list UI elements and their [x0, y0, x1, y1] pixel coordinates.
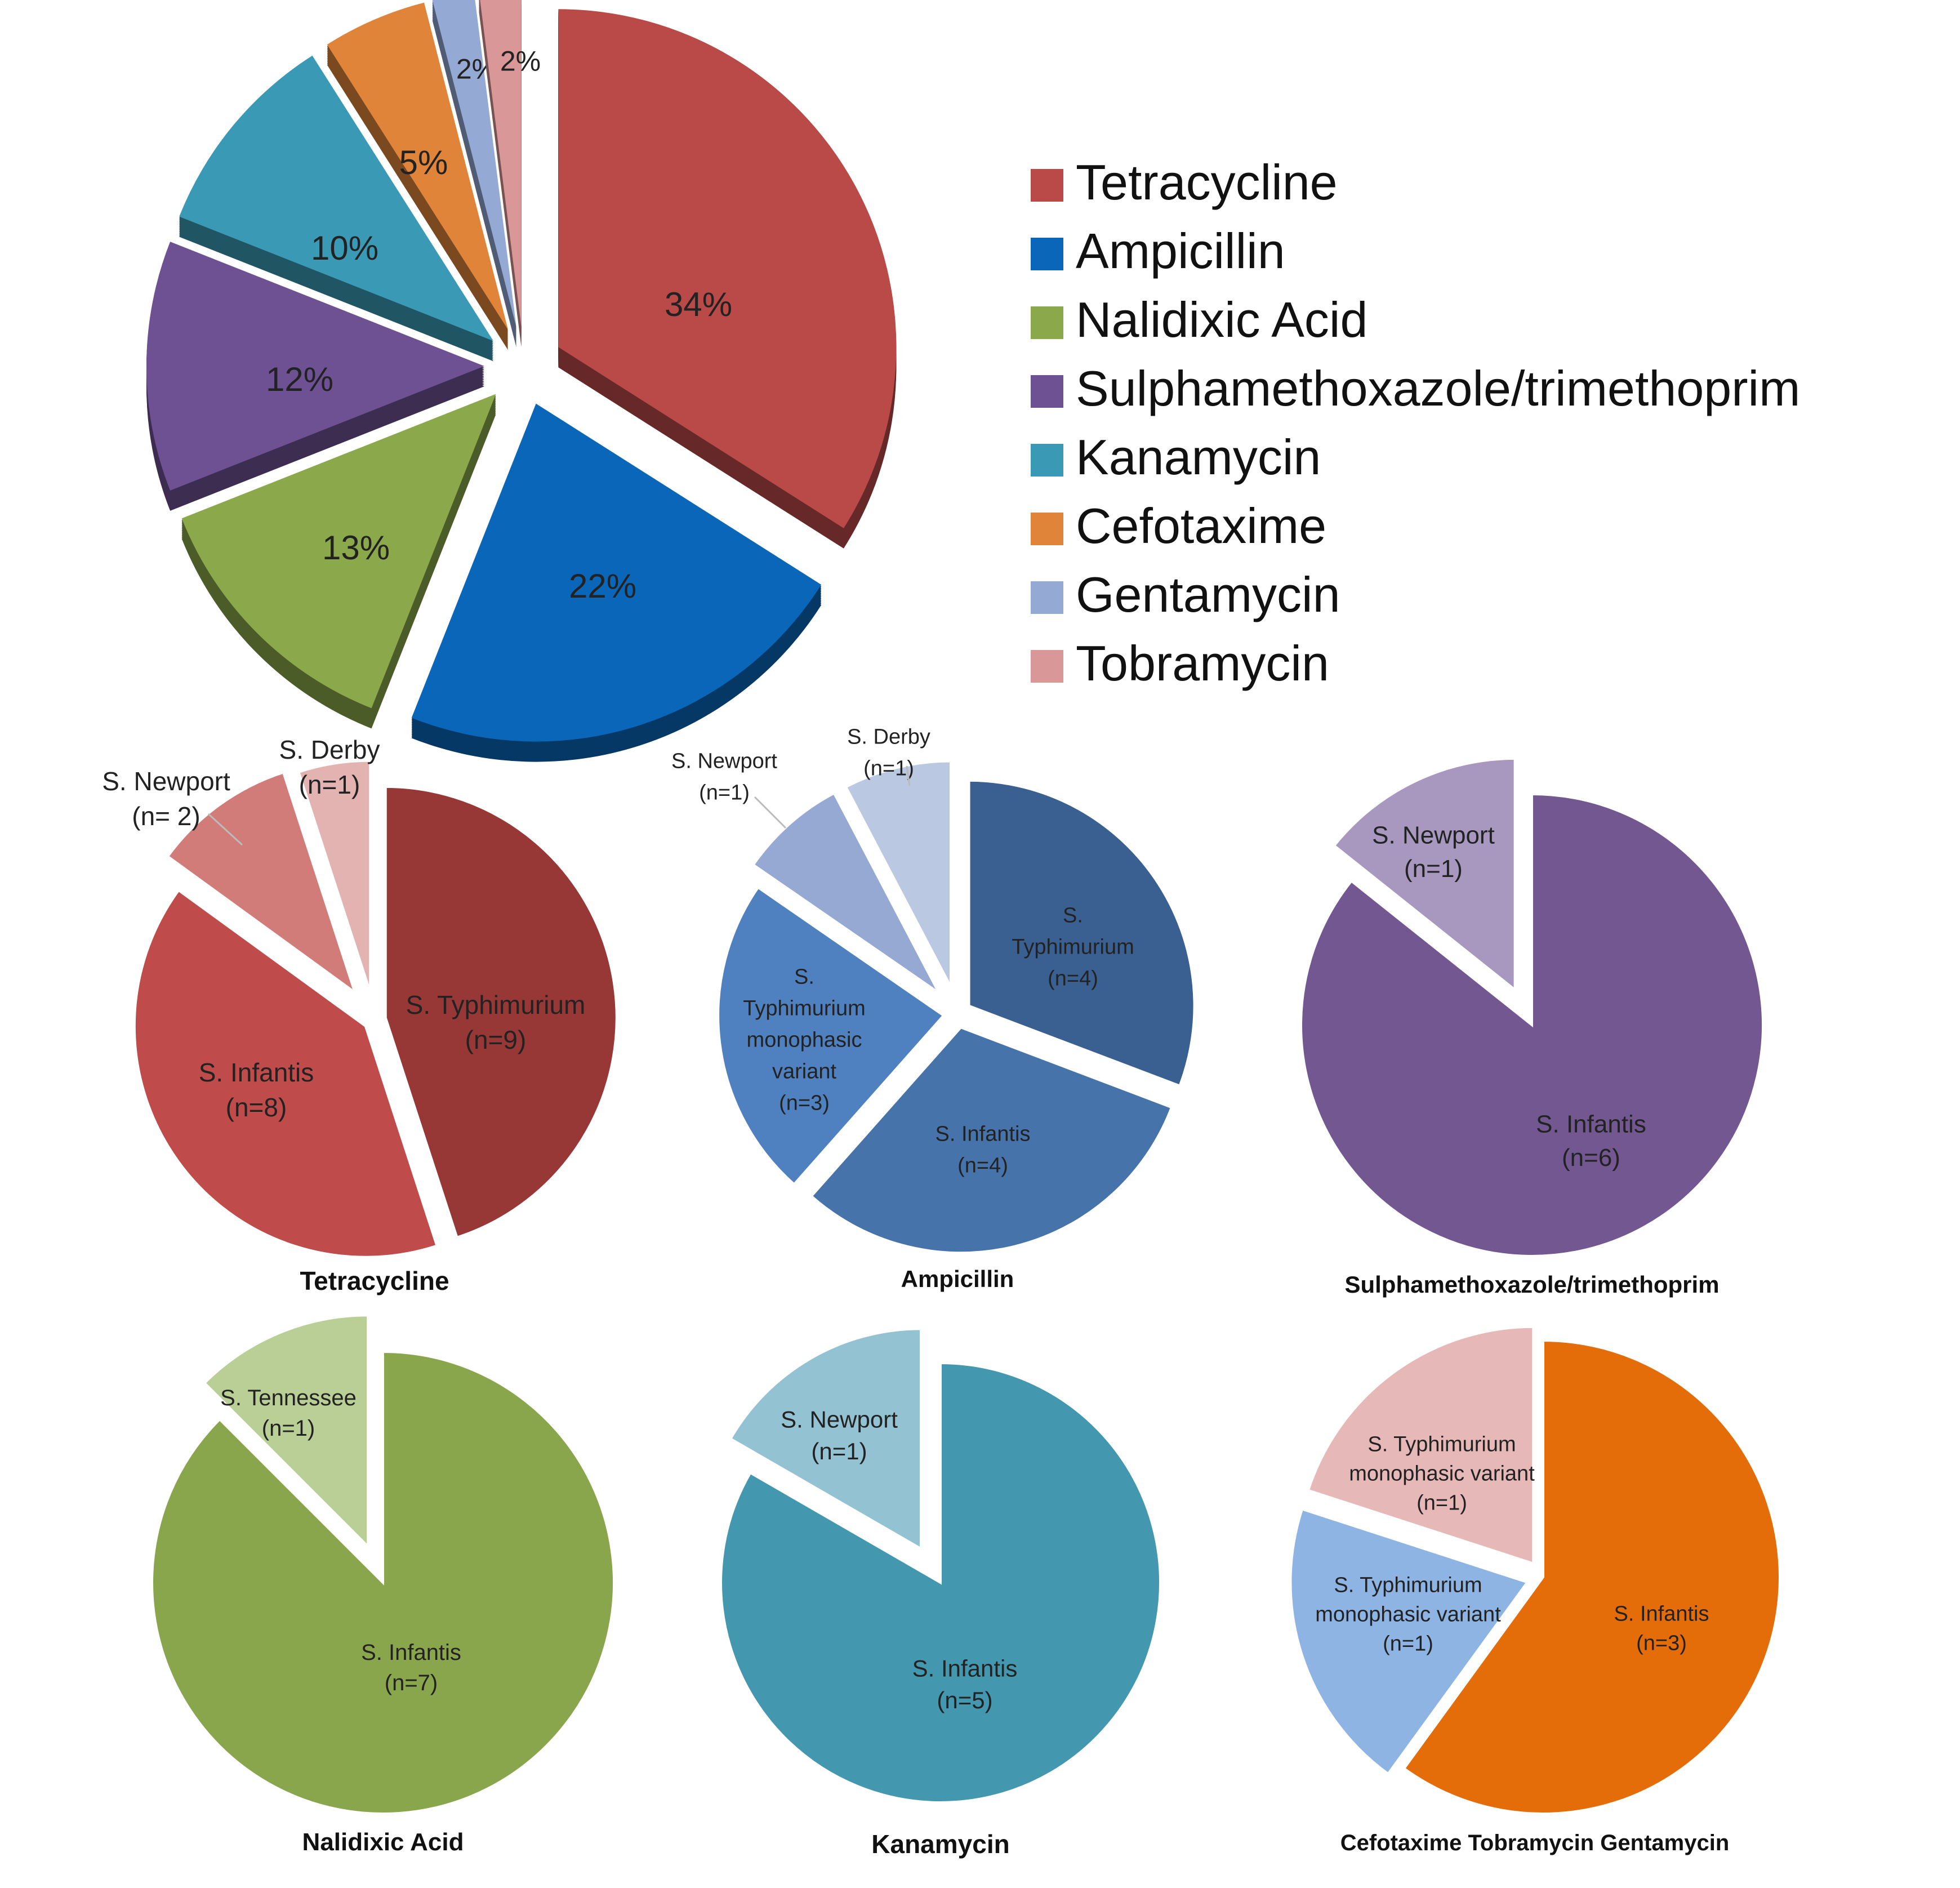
legend-label-kanamycin: Kanamycin [1076, 429, 1321, 485]
sulpha-chart-title: Sulphamethoxazole/trimethoprim [1344, 1271, 1719, 1298]
ampicillin-s-infantis-label-1: S. Infantis (n=4) [936, 1122, 1031, 1177]
nalidixic-s-tennessee-slice-1 [203, 1314, 369, 1549]
main-cefotaxime-label-5: 5% [399, 144, 448, 181]
main-gentamycin-slice-6 [432, 0, 516, 328]
nalidixic-acid-pie-chart: S. Infantis (n=7) S. Tennessee (n=1) Nalidix… [151, 1314, 615, 1856]
legend-swatch-ampicillin [1031, 238, 1063, 270]
legend-label-tobramycin: Tobramycin [1076, 635, 1329, 691]
sulphamethoxazole-pie-chart: S. Infantis (n=6) S. Newport (n=1) Sulphamet… [1300, 757, 1764, 1298]
main-tetracycline-label-0: 34% [665, 286, 732, 323]
legend-label-cefotaxime: Cefotaxime [1076, 498, 1326, 554]
legend-swatch-nalidixic-acid [1031, 306, 1063, 339]
legend-label-tetracycline: Tetracycline [1076, 154, 1338, 210]
legend-label-gentamycin: Gentamycin [1076, 567, 1340, 622]
sulpha-s-infantis-slice-0 [1300, 792, 1764, 1257]
kanamycin-s-infantis-slice-0 [720, 1361, 1161, 1804]
legend-swatch-kanamycin [1031, 444, 1063, 477]
tetracycline-s-infantis-label-1: S. Infantis (n=8) [199, 1058, 314, 1122]
ampicillin-s-newport-label-3: S. Newport (n=1) [671, 749, 777, 804]
legend-label-nalidixic-acid: Nalidixic Acid [1076, 292, 1367, 348]
legend-label-ampicillin: Ampicillin [1076, 223, 1285, 279]
ampicillin-pie-chart: S. Typhimurium (n=4) S. Infantis (n=4) S. Typh… [671, 725, 1196, 1292]
ampicillin-s-newport-slice-3-leader-line [754, 796, 787, 829]
main-ampicillin-label-1: 22% [569, 567, 636, 605]
ampicillin-s-derby-slice-4-leader-line [906, 765, 911, 786]
cefotaxime-s-typhimurium-monophasic-variant-slice-1 [1289, 1507, 1529, 1775]
cefotaxime-s-infantis-slice-0 [1402, 1339, 1781, 1815]
main-cefotaxime-slice-5 [327, 2, 509, 330]
legend-swatch-cefotaxime [1031, 513, 1063, 545]
ampicillin-s-newport-slice-3 [751, 791, 940, 994]
tetracycline-s-derby-label-3: S. Derby (n=1) [279, 735, 380, 799]
tetracycline-pie-chart: S. Typhimurium (n=9) S. Infantis (n=8) S. Ne… [102, 735, 618, 1295]
main-tobramycin-label-7: 2% [500, 46, 541, 77]
main-kanamycin-label-4: 10% [311, 229, 378, 267]
nalidixic-chart-title: Nalidixic Acid [302, 1828, 464, 1856]
legend-swatch-tobramycin [1031, 650, 1063, 683]
main-tetracycline-slice-0 [558, 9, 897, 528]
cefotaxime-tobramycin-gentamycin-pie-chart: S. Infantis (n=3) S. Typhimurium monophasic… [1289, 1325, 1781, 1855]
ampicillin-s-typhimurium-slice-0 [968, 779, 1196, 1088]
tetracycline-s-infantis-slice-1 [133, 888, 439, 1258]
sulpha-s-newport-label-1: S. Newport (n=1) [1372, 822, 1495, 883]
kanamycin-chart-title: Kanamycin [871, 1829, 1009, 1859]
ampicillin-s-typhimurium-monophasic-variant-label-2: S. Typhimurium monophasic variant (n=3) [743, 965, 866, 1115]
sulpha-s-infantis-label-0: S. Infantis (n=6) [1536, 1111, 1646, 1172]
main-pie-chart: 34%22%13%12%10%5%2% 2% [146, 0, 897, 762]
legend: Tetracycline Ampicillin Nalidixic Acid Sulp… [1031, 154, 1800, 691]
legend-swatch-tetracycline [1031, 169, 1063, 202]
tetracycline-s-typhimurium-label-0: S. Typhimurium (n=9) [406, 990, 586, 1054]
kanamycin-s-newport-label-1: S. Newport (n=1) [781, 1406, 898, 1464]
ampicillin-chart-title: Ampicillin [901, 1266, 1014, 1292]
legend-label-sulphamethoxazole-trimethoprim: Sulphamethoxazole/trimethoprim [1076, 360, 1800, 416]
ampicillin-s-typhimurium-monophasic-variant-slice-2 [717, 886, 946, 1186]
cefotaxime-s-typhimurium-monophasic-variant-slice-2 [1307, 1325, 1535, 1565]
main-gentamycin-slice-6-side-3 [432, 0, 516, 329]
main-tobramycin-slice-7 [480, 0, 522, 327]
tetracycline-s-typhimurium-slice-0 [384, 785, 618, 1239]
ampicillin-s-derby-label-4: S. Derby (n=1) [847, 725, 930, 780]
tetracycline-s-newport-slice-2 [166, 771, 357, 995]
kanamycin-pie-chart: S. Infantis (n=5) S. Newport (n=1) Kanamycin [720, 1328, 1161, 1859]
main-nalidixic-acid-label-2: 13% [322, 529, 390, 567]
nalidixic-s-infantis-label-0: S. Infantis (n=7) [361, 1640, 461, 1695]
tetracycline-chart-title: Tetracycline [300, 1266, 449, 1295]
kanamycin-s-newport-slice-1 [729, 1328, 922, 1551]
tetracycline-s-newport-label-2: S. Newport (n= 2) [102, 767, 230, 831]
nalidixic-s-tennessee-label-1: S. Tennessee (n=1) [220, 1386, 357, 1441]
main-ampicillin-slice-1 [411, 403, 822, 742]
sulpha-s-newport-slice-1 [1333, 757, 1516, 992]
legend-swatch-gentamycin [1031, 581, 1063, 614]
main-sulphamethoxazole-trimethoprim-label-3: 12% [266, 360, 333, 398]
cefotaxime-s-infantis-label-0: S. Infantis (n=3) [1614, 1602, 1709, 1655]
main-sulphamethoxazole-trimethoprim-slice-3 [146, 242, 484, 491]
cefotaxime-s-typhimurium-monophasic-variant-label-2: S. Typhimurium monophasic variant (n=1) [1349, 1432, 1535, 1515]
main-nalidixic-acid-slice-2 [181, 394, 496, 709]
ampicillin-s-typhimurium-label-0: S. Typhimurium (n=4) [1012, 903, 1134, 990]
kanamycin-s-infantis-label-0: S. Infantis (n=5) [912, 1655, 1018, 1713]
nalidixic-s-infantis-slice-0 [151, 1350, 615, 1815]
cefotaxime-chart-title: Cefotaxime Tobramycin Gentamycin [1340, 1831, 1730, 1855]
cefotaxime-s-typhimurium-monophasic-variant-label-1: S. Typhimurium monophasic variant (n=1) [1315, 1573, 1501, 1655]
ampicillin-s-infantis-slice-1 [809, 1026, 1173, 1254]
tetracycline-s-newport-slice-2-leader-line [207, 813, 243, 846]
legend-swatch-sulphamethoxazole-trimethoprim [1031, 375, 1063, 408]
main-kanamycin-slice-4 [179, 55, 494, 341]
ampicillin-s-derby-slice-4 [844, 760, 952, 987]
tetracycline-s-derby-slice-3 [297, 759, 372, 992]
